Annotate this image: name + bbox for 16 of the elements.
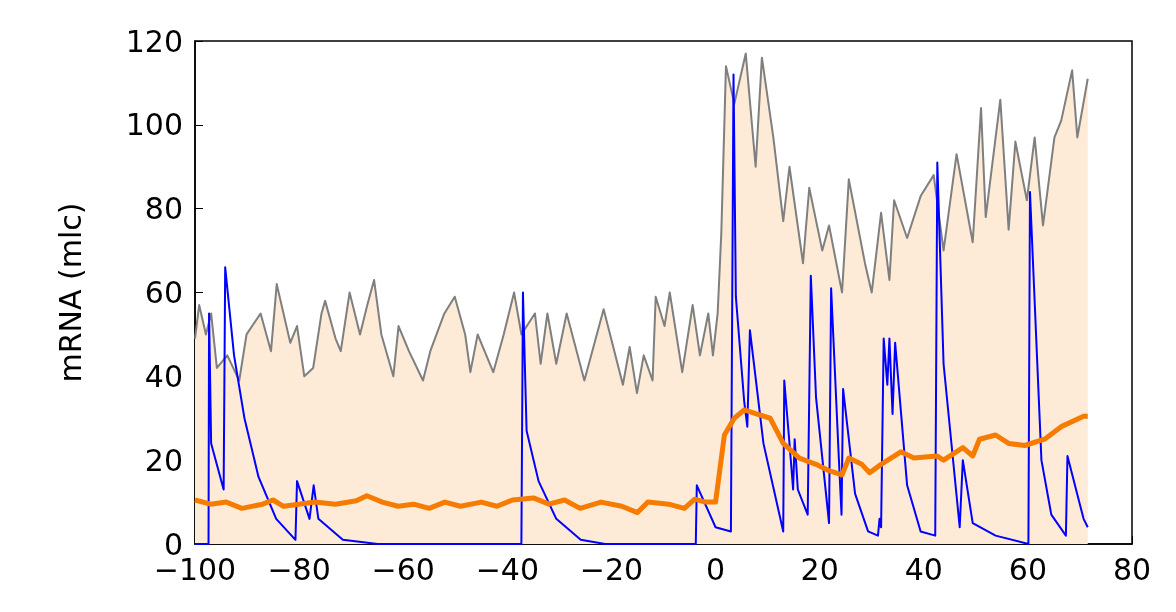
x-tick-label: −40	[475, 551, 539, 587]
y-tick-label: 60	[144, 275, 183, 310]
x-tick-label: 60	[1008, 551, 1047, 587]
y-tick-label: 100	[125, 107, 183, 143]
x-tick-label: 0	[706, 551, 726, 587]
y-tick-label: 40	[144, 358, 183, 394]
x-tick-label: 40	[904, 551, 943, 587]
y-tick-label: 120	[125, 23, 183, 59]
x-tick-label: 80	[1112, 551, 1152, 587]
y-axis-title: mRNA (mlc)	[52, 202, 88, 383]
x-tick-label: 20	[800, 551, 839, 587]
y-tick-label: 80	[144, 191, 183, 227]
x-tick-label: −80	[267, 551, 331, 587]
y-tick-label: 20	[144, 442, 183, 478]
x-tick-label: −20	[579, 551, 644, 587]
x-tick-label: −60	[371, 551, 435, 587]
